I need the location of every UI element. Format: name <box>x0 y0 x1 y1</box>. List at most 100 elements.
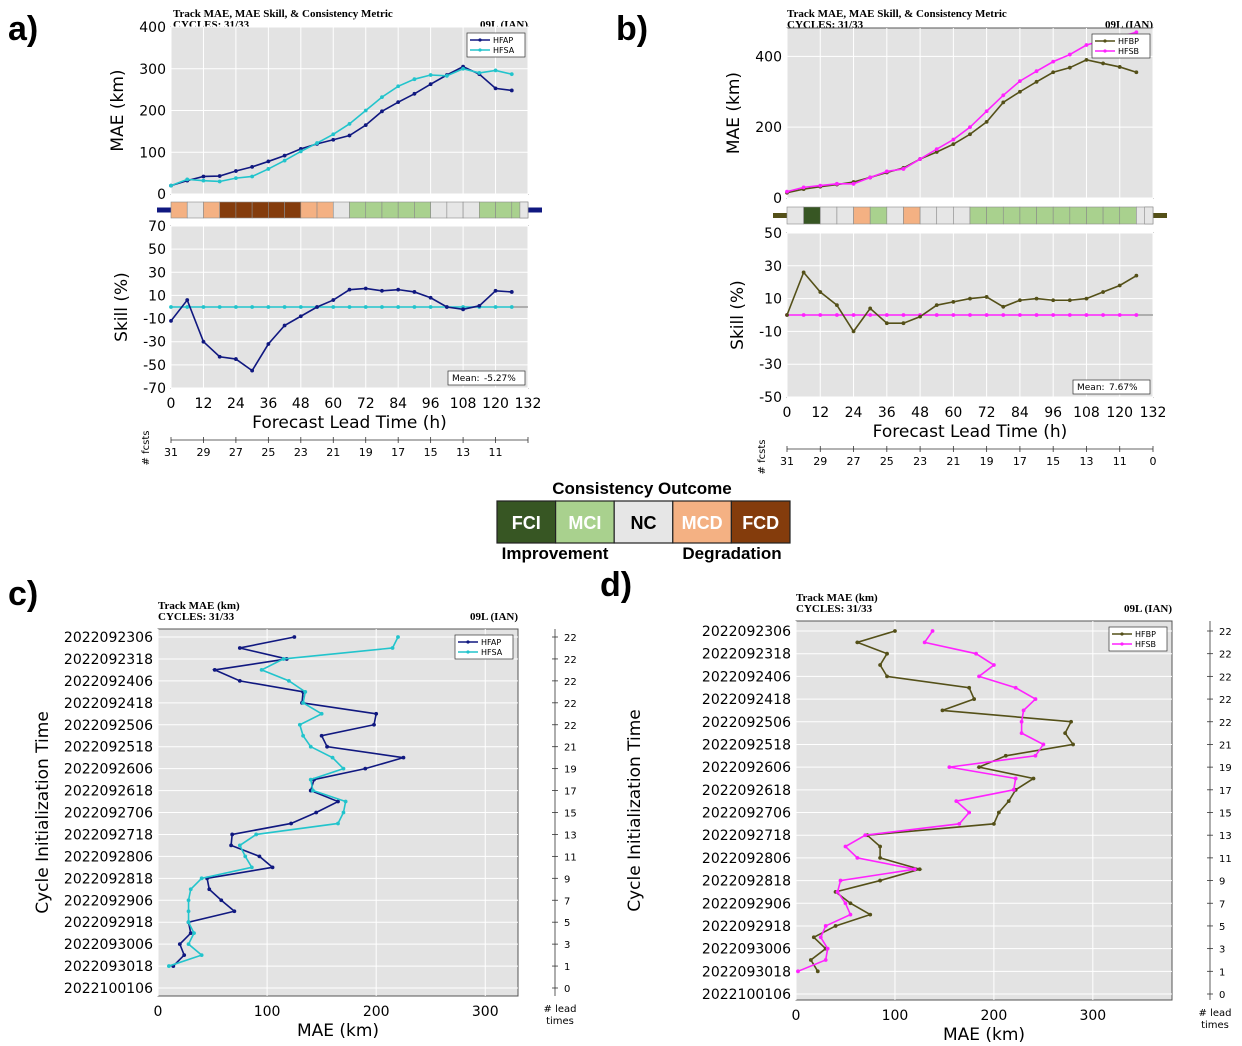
cycle-tick-label: 2022092406 <box>702 669 791 685</box>
x-tick-label: 84 <box>1011 405 1029 421</box>
consistency-legend: Consistency Outcome FCI MCI NC MCD FCD Improve… <box>496 479 791 563</box>
mae-ytick-label: 200 <box>755 120 782 136</box>
mae-ytick-label: 0 <box>773 191 782 207</box>
mae-point-HFSB <box>801 185 806 190</box>
consistency-cell-MCI <box>969 206 987 225</box>
consistency-cell-NC <box>953 206 971 225</box>
cycle-tick-label: 2022092718 <box>64 827 153 843</box>
x-tick-label: 12 <box>195 396 213 412</box>
consistency-cell-MCD <box>316 201 334 219</box>
skill-point-HFSB <box>1134 313 1139 317</box>
mae-point-HFSA <box>192 931 196 936</box>
mae-point-HFSA <box>167 964 171 968</box>
consistency-cell-FCI <box>803 206 821 225</box>
mae-point-HFSA <box>297 722 302 727</box>
consistency-label-NC: NC <box>631 513 657 533</box>
skill-point-HFSB <box>868 313 873 317</box>
mae-point-HFAP <box>250 164 255 169</box>
mae-point-HFSA <box>237 843 242 848</box>
mean-box <box>1072 379 1151 395</box>
fcsts-tick-label: 15 <box>1046 455 1060 468</box>
mae-line-HFSA <box>170 67 512 187</box>
mae-point-HFSA <box>199 953 204 957</box>
mae-point-HFSA <box>343 799 348 804</box>
mae-ytick-label: 200 <box>139 104 166 120</box>
storm-label: 09L (IAN) <box>470 611 518 623</box>
skill-point-HFAP <box>201 339 206 344</box>
mae-point-HFSB <box>863 833 868 838</box>
mae-point-HFAP <box>336 799 340 804</box>
mae-point-HFSB <box>991 663 996 667</box>
skill-point-HFSB <box>884 313 889 317</box>
consistency-swatch-MCI <box>554 500 615 544</box>
skill-ytick-label: 10 <box>148 288 166 304</box>
cycle-tick-label: 2022092306 <box>64 630 153 646</box>
skill-point-HFSB <box>851 313 856 317</box>
mae-point-HFSA <box>243 854 248 859</box>
consistency-cell-MCI <box>1119 206 1137 225</box>
skill-point-HFBP <box>1034 296 1039 301</box>
cycle-tick-label: 2022092518 <box>64 740 153 756</box>
mae-point-HFSB <box>1041 742 1046 747</box>
mae-point-HFSB <box>835 181 839 186</box>
consistency-cell-NC <box>430 201 448 219</box>
skill-point-HFBP <box>801 270 806 275</box>
mae-point-HFSB <box>930 629 935 633</box>
skill-point-HFSB <box>1101 313 1105 317</box>
cycle-tick-label: 2022092806 <box>64 849 153 865</box>
mae-point-HFSA <box>301 700 305 705</box>
mae-point-HFSA <box>250 174 255 179</box>
fcsts-tick-label: 13 <box>456 446 470 459</box>
legend-marker-HFSA <box>466 650 470 654</box>
lead-times-tick-label: 22 <box>564 655 577 666</box>
mae-point-HFSB <box>825 946 830 951</box>
cycle-tick-label: 2022092818 <box>64 871 153 887</box>
mae-point-HFBP <box>1003 753 1008 758</box>
cycle-tick-label: 2022092318 <box>702 647 791 663</box>
mae-point-HFAP <box>314 810 319 815</box>
mae-point-HFAP <box>428 82 433 87</box>
mae-point-HFSA <box>330 755 335 760</box>
consistency-cell-NC <box>786 206 804 225</box>
legend-label: HFBP <box>1135 630 1156 639</box>
cycle-tick-label: 2022092906 <box>64 893 153 909</box>
x-tick-label: 48 <box>911 405 929 421</box>
skill-point-HFAP <box>347 287 352 292</box>
skill-point-HFSA <box>331 305 336 309</box>
mae-point-HFBP <box>996 810 1001 815</box>
skill-ytick-label: -30 <box>143 335 166 351</box>
lead-times-tick-label: 11 <box>564 852 577 863</box>
skill-point-HFSA <box>428 305 433 309</box>
mae-point-HFBP <box>977 765 981 770</box>
cycle-tick-label: 2022092418 <box>64 696 153 712</box>
mae-point-HFSA <box>336 821 340 826</box>
skill-point-HFAP <box>461 307 465 312</box>
legend-marker-HFSA <box>478 48 482 52</box>
panel-b: b) Track MAE, MAE Skill, & Consistency Me… <box>616 8 1167 474</box>
skill-point-HFSA <box>169 305 173 309</box>
cycle-tick-label: 2022092306 <box>702 624 791 640</box>
skill-point-HFSB <box>968 313 972 317</box>
mae-point-HFSB <box>1019 731 1024 735</box>
cycle-tick-label: 2022092718 <box>702 828 791 844</box>
fcsts-tick-label: 31 <box>780 455 794 468</box>
consistency-cell-MCI <box>349 201 367 219</box>
mae-point-HFSA <box>461 66 465 71</box>
cycle-tick-label: 2022092806 <box>702 851 791 867</box>
mae-point-HFSA <box>390 646 395 650</box>
cycle-tick-label: 2022092518 <box>702 737 791 753</box>
x-tick-label: 0 <box>783 405 792 421</box>
skill-point-HFAP <box>185 298 190 302</box>
cycle-tick-label: 2022092918 <box>64 915 153 931</box>
mae-point-HFSB <box>818 183 823 188</box>
mae-point-HFSA <box>301 733 305 738</box>
mae-point-HFSB <box>823 958 828 962</box>
mae-point-HFBP <box>855 640 860 645</box>
mae-point-HFSA <box>315 141 319 145</box>
consistency-cell-MCI <box>495 201 513 219</box>
consistency-cell-NC <box>886 206 904 225</box>
panel-title: Track MAE, MAE Skill, & Consistency Metr… <box>173 8 393 20</box>
skill-point-HFBP <box>918 314 922 319</box>
